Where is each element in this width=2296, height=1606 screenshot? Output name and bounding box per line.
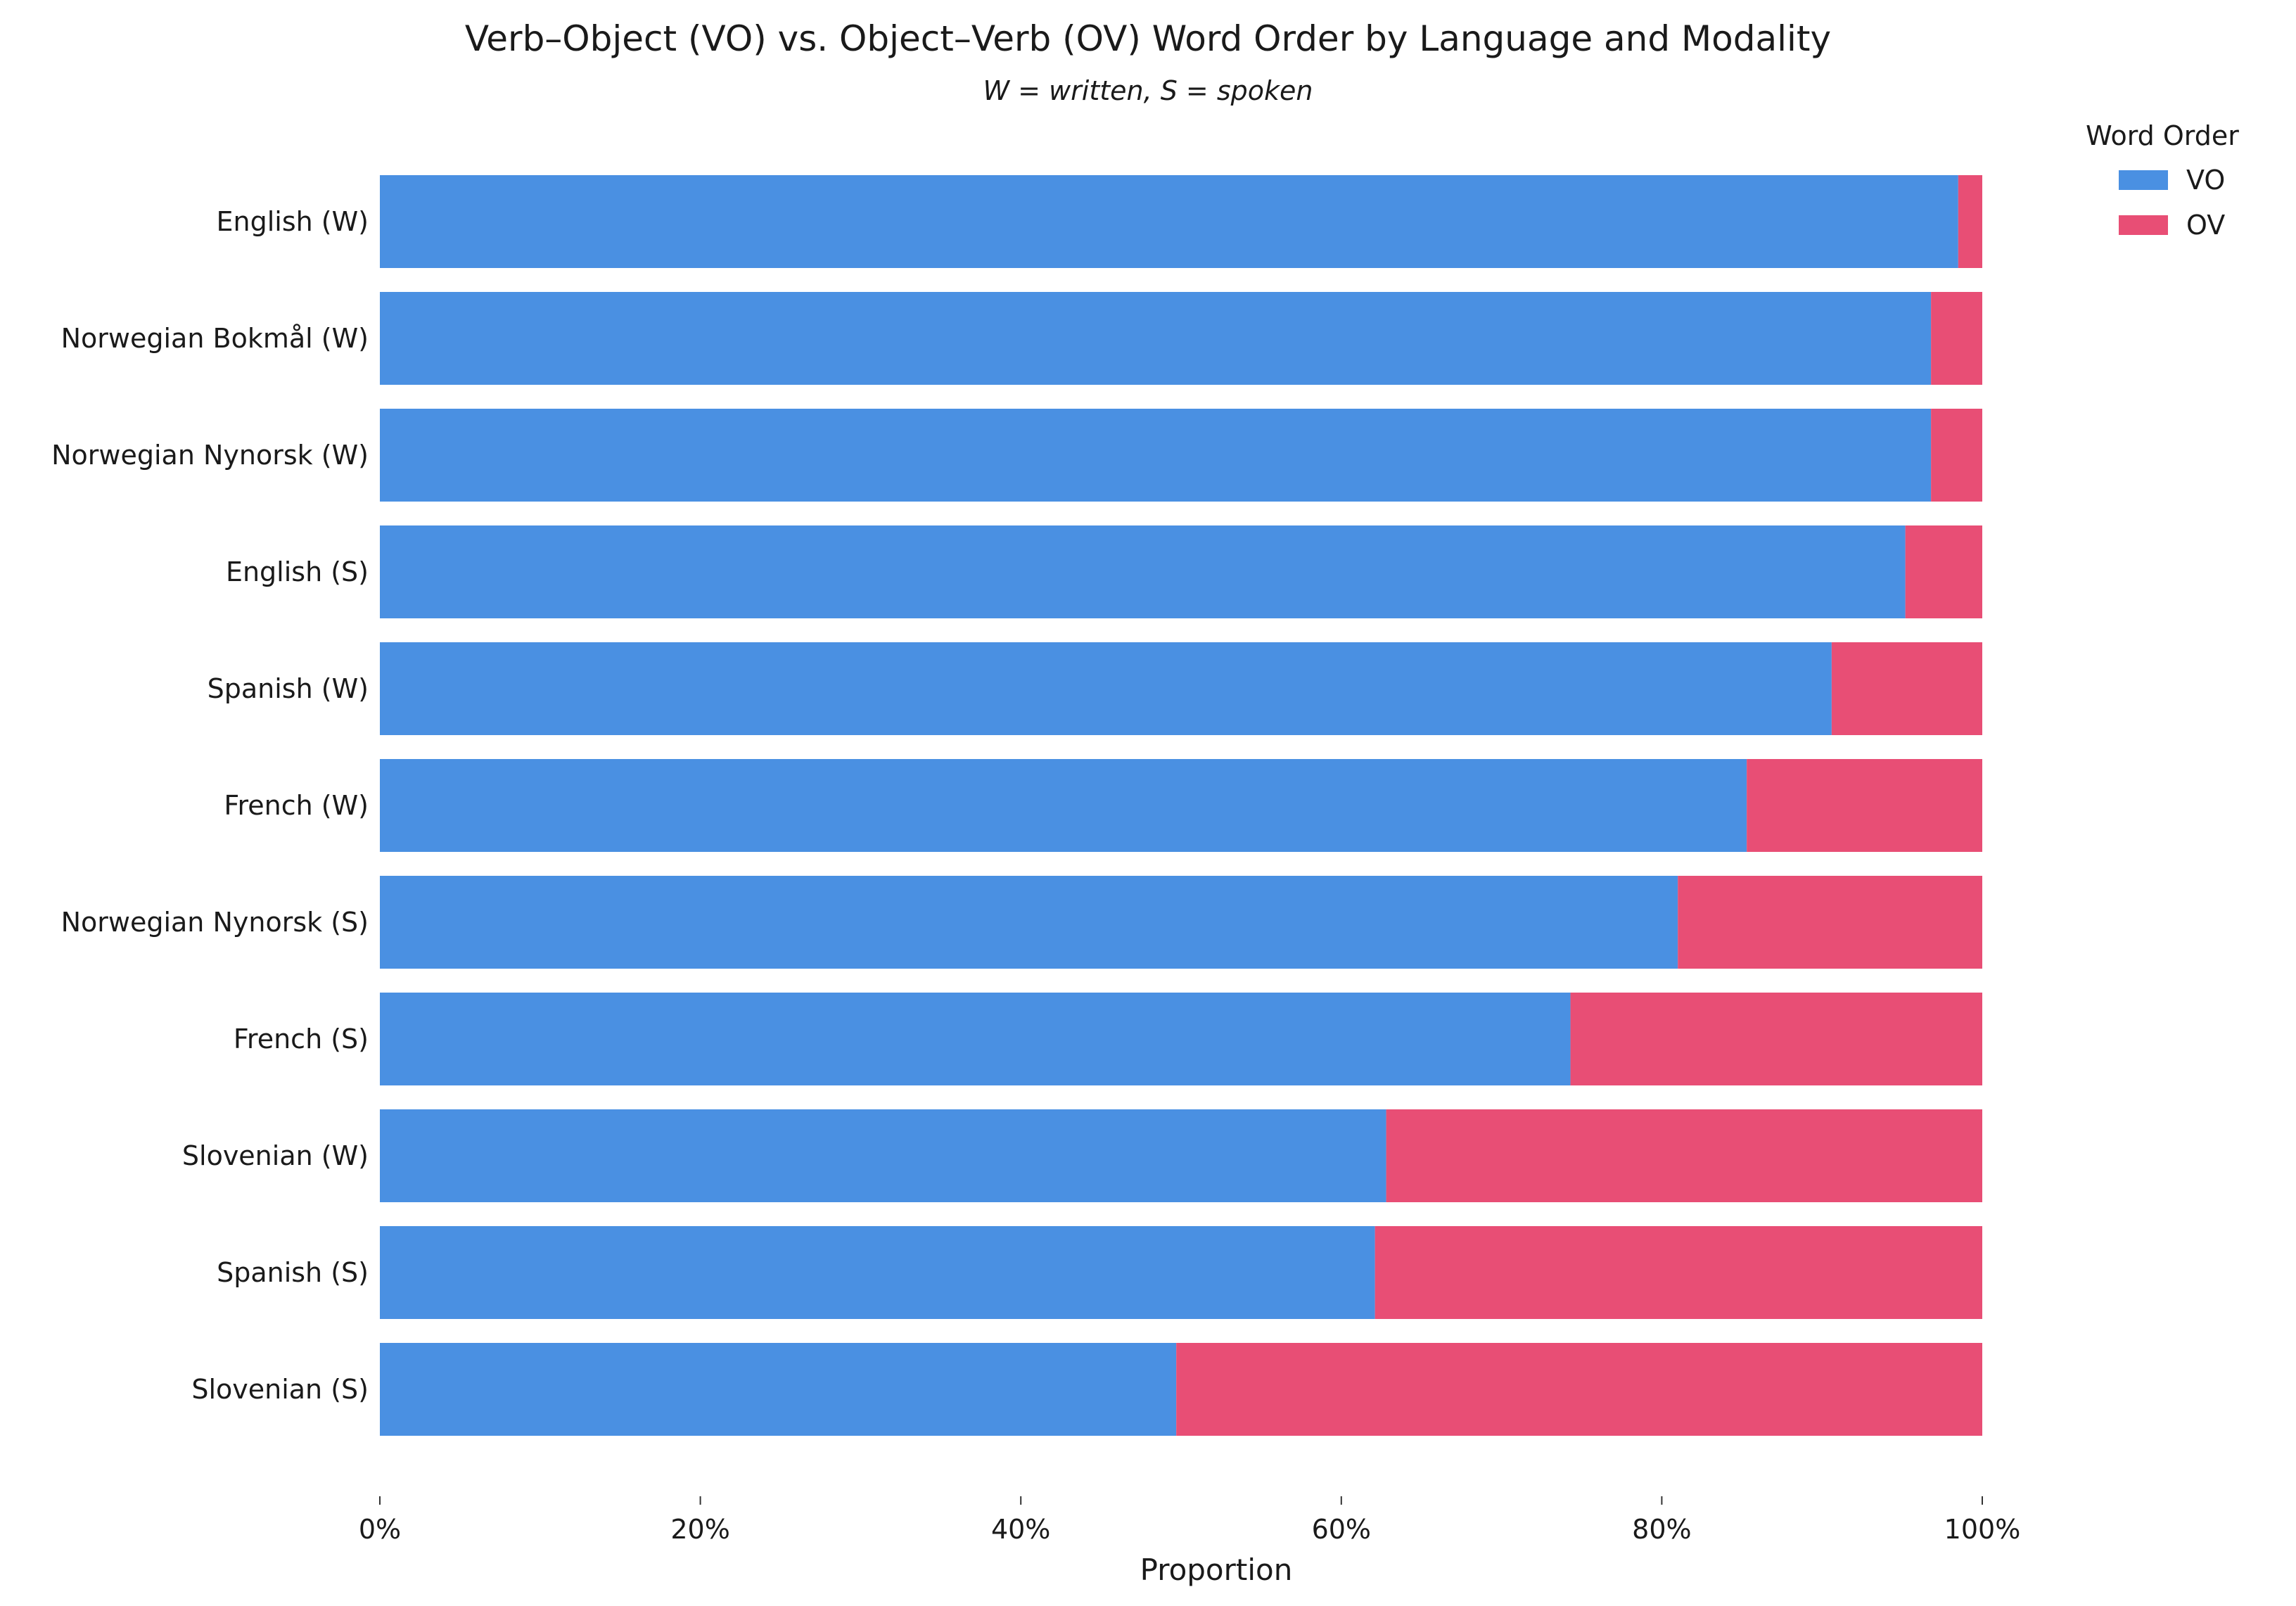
- bar-vo-5: [380, 759, 1747, 852]
- bar-ov-6: [1678, 876, 1982, 969]
- chart-title: Verb–Object (VO) vs. Object–Verb (OV) Wo…: [465, 18, 1831, 59]
- legend-label-vo: VO: [2186, 165, 2225, 196]
- x-tick-label: 100%: [1944, 1514, 2021, 1545]
- x-tick-label: 40%: [991, 1514, 1050, 1545]
- bar-ov-9: [1375, 1226, 1982, 1319]
- bar-vo-9: [380, 1226, 1375, 1319]
- bar-vo-4: [380, 642, 1832, 735]
- x-tick-label: 60%: [1312, 1514, 1371, 1545]
- bar-ov-4: [1831, 642, 1982, 735]
- y-tick-label: English (W): [216, 206, 369, 237]
- bar-ov-8: [1386, 1109, 1982, 1202]
- x-tick-label: 20%: [670, 1514, 729, 1545]
- legend-swatch-ov: [2119, 215, 2168, 235]
- x-tick-label: 0%: [359, 1514, 401, 1545]
- y-tick-label: English (S): [226, 556, 369, 587]
- bar-ov-7: [1570, 993, 1982, 1085]
- bar-ov-3: [1905, 525, 1982, 618]
- bar-vo-0: [380, 175, 1958, 268]
- x-axis-label: Proportion: [1140, 1553, 1293, 1587]
- y-tick-label: Norwegian Nynorsk (W): [51, 440, 369, 471]
- y-tick-label: Norwegian Bokmål (W): [61, 323, 369, 354]
- bar-vo-7: [380, 993, 1571, 1085]
- x-axis-ticks: 0% 20% 40% 60% 80% 100%: [359, 1496, 2020, 1545]
- bar-ov-10: [1176, 1343, 1982, 1436]
- legend-items: VO OV: [2119, 165, 2225, 241]
- y-tick-label: Slovenian (W): [182, 1140, 369, 1171]
- legend-label-ov: OV: [2186, 210, 2225, 241]
- y-tick-label: Norwegian Nynorsk (S): [61, 907, 369, 938]
- y-axis-ticks: English (W) Norwegian Bokmål (W) Norwegian…: [51, 206, 369, 1405]
- chart-subtitle: W = written, S = spoken: [983, 75, 1313, 106]
- x-tick-label: 80%: [1632, 1514, 1691, 1545]
- bar-ov-0: [1958, 175, 1982, 268]
- bars-group: [380, 175, 1982, 1436]
- y-tick-label: Slovenian (S): [191, 1374, 369, 1405]
- y-tick-label: French (W): [224, 790, 369, 821]
- y-tick-label: Spanish (W): [208, 673, 369, 704]
- y-tick-label: Spanish (S): [217, 1257, 369, 1288]
- y-tick-label: French (S): [234, 1024, 369, 1054]
- legend-title: Word Order: [2086, 120, 2239, 151]
- bar-vo-8: [380, 1109, 1386, 1202]
- bar-ov-5: [1747, 759, 1982, 852]
- legend: Word Order VO OV: [2086, 120, 2239, 241]
- bar-ov-2: [1931, 409, 1982, 502]
- bar-vo-2: [380, 409, 1932, 502]
- bar-vo-6: [380, 876, 1678, 969]
- bar-vo-1: [380, 292, 1932, 385]
- bar-vo-3: [380, 525, 1906, 618]
- bar-ov-1: [1931, 292, 1982, 385]
- bar-vo-10: [380, 1343, 1177, 1436]
- legend-swatch-vo: [2119, 170, 2168, 190]
